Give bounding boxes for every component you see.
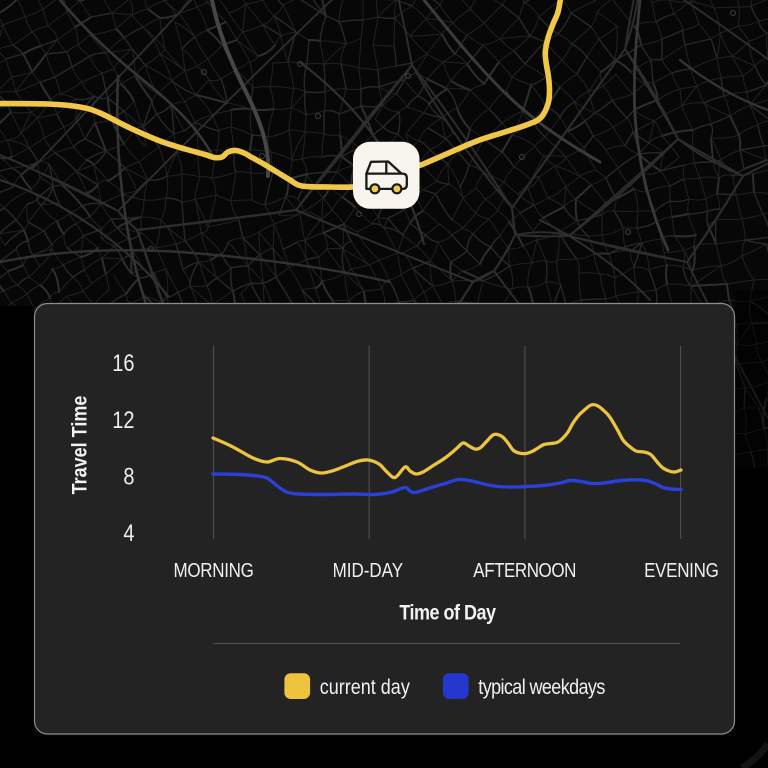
svg-text:16: 16 bbox=[112, 349, 134, 376]
svg-text:MORNING: MORNING bbox=[173, 559, 253, 582]
svg-text:4: 4 bbox=[123, 519, 134, 546]
svg-text:EVENING: EVENING bbox=[644, 559, 718, 582]
svg-text:Time of Day: Time of Day bbox=[399, 601, 496, 625]
svg-text:12: 12 bbox=[112, 406, 134, 433]
svg-text:AFTERNOON: AFTERNOON bbox=[473, 559, 576, 582]
svg-text:MID-DAY: MID-DAY bbox=[333, 559, 403, 582]
svg-text:8: 8 bbox=[123, 463, 134, 490]
svg-text:current day: current day bbox=[320, 675, 410, 699]
svg-text:Travel Time: Travel Time bbox=[68, 396, 92, 495]
svg-text:typical weekdays: typical weekdays bbox=[478, 675, 605, 699]
